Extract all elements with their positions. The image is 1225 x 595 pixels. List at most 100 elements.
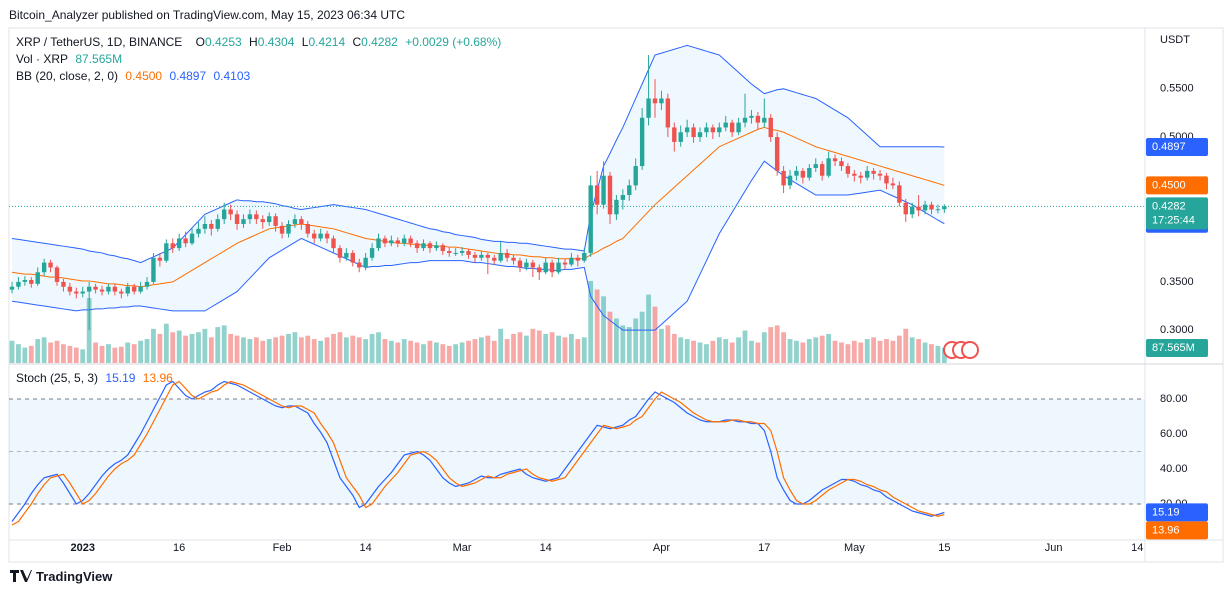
volume-bar — [202, 328, 208, 363]
candle-body — [331, 238, 336, 249]
candle-body — [337, 248, 343, 258]
volume-bar — [273, 337, 279, 363]
volume-bar — [858, 342, 864, 363]
event-icon[interactable] — [961, 341, 979, 359]
candle-body — [260, 219, 265, 223]
volume-bar — [350, 335, 356, 363]
candle-body — [189, 233, 195, 244]
ohlc-value: 0.4304 — [257, 35, 295, 49]
volume-bar — [485, 335, 491, 363]
event-icons — [943, 341, 979, 359]
candle-body — [112, 286, 118, 292]
stoch-k-badge-bg — [1146, 503, 1208, 522]
candle-body — [665, 98, 671, 128]
candle-body — [479, 254, 484, 258]
candle-body — [80, 291, 85, 294]
y-tick-label: 0.3000 — [1160, 324, 1194, 336]
volume-bar — [234, 335, 240, 363]
candle-body — [807, 167, 812, 178]
candle-body — [646, 98, 651, 118]
volume-bar — [151, 328, 156, 363]
change: +0.0029 (+0.68%) — [405, 35, 502, 49]
candle-body — [138, 286, 143, 292]
volume-bar — [163, 323, 169, 363]
x-tick-label: 14 — [1131, 542, 1143, 554]
volume-bar — [478, 337, 484, 363]
volume-bar — [749, 340, 754, 363]
volume-bar — [543, 333, 549, 363]
candle-body — [157, 257, 163, 261]
volume-bar — [388, 340, 394, 363]
volume-bar — [813, 337, 819, 363]
volume-bar — [131, 344, 137, 363]
legend-volume: Vol · XRP 87.565M — [16, 52, 126, 66]
brand: TradingView — [36, 569, 113, 584]
x-tick-label: 2023 — [70, 542, 94, 554]
volume-bar — [241, 337, 246, 363]
volume-bar — [80, 349, 86, 363]
volume-bar — [659, 328, 664, 363]
candle-body — [292, 219, 298, 224]
volume-bar — [112, 347, 118, 363]
volume-bar — [343, 337, 349, 363]
volume-bar — [176, 330, 182, 363]
volume-bar — [459, 342, 465, 363]
volume-bar — [536, 330, 542, 363]
volume-bar — [414, 342, 420, 363]
candle-body — [819, 164, 825, 176]
stoch-line — [11, 380, 945, 522]
bb-line — [11, 126, 945, 288]
candle-body — [575, 257, 581, 261]
volume-bar — [691, 340, 696, 363]
volume-bar — [118, 346, 124, 363]
candle-body — [607, 175, 613, 215]
volume-bar — [408, 340, 414, 363]
volume-bar — [839, 342, 844, 363]
volume-bar — [575, 339, 581, 363]
x-tick-label: 14 — [540, 542, 552, 554]
volume-bar — [157, 333, 163, 363]
candle-body — [119, 291, 124, 294]
candle-body — [517, 260, 523, 268]
x-tick-label: 16 — [173, 542, 185, 554]
volume-bar — [781, 332, 786, 363]
x-tick-label: Mar — [453, 542, 472, 554]
volume-bar — [639, 311, 645, 363]
candle-body — [459, 251, 465, 253]
stoch-d-badge: 13.96 — [1152, 524, 1180, 536]
volume-bar — [196, 332, 201, 363]
y-tick-label: 80.00 — [1160, 393, 1188, 405]
volume-bar — [356, 337, 362, 363]
volume-name: Vol · XRP — [16, 52, 69, 66]
volume-bar — [286, 333, 291, 363]
candle-body — [312, 233, 317, 239]
candle-body — [215, 219, 220, 229]
bb-value: 0.4103 — [213, 69, 251, 83]
volume-bar — [819, 335, 825, 363]
candle-body — [267, 216, 272, 223]
volume-bar — [401, 339, 407, 363]
volume-bar — [633, 318, 639, 363]
candle-body — [794, 170, 799, 176]
volume-bar — [324, 337, 330, 363]
volume-bar — [208, 337, 214, 363]
ohlc-letter: C — [352, 35, 362, 49]
candle-body — [652, 98, 658, 104]
candle-body — [717, 127, 722, 133]
candle-body — [54, 267, 60, 282]
ohlc-value: 0.4253 — [204, 35, 242, 49]
stoch-name: Stoch (25, 5, 3) — [16, 371, 99, 385]
candle-body — [916, 206, 921, 211]
candle-body — [871, 170, 876, 174]
candle-body — [935, 209, 941, 211]
candle-body — [170, 243, 175, 249]
volume-bar — [48, 342, 53, 363]
volume-bar — [742, 330, 748, 363]
candle-body — [556, 262, 561, 273]
volume-value: 87.565M — [75, 52, 123, 66]
stoch-pane — [9, 380, 1145, 526]
volume-bar — [67, 345, 73, 363]
candle-body — [498, 252, 503, 261]
volume-bar — [761, 332, 767, 363]
volume-bar — [16, 344, 21, 363]
